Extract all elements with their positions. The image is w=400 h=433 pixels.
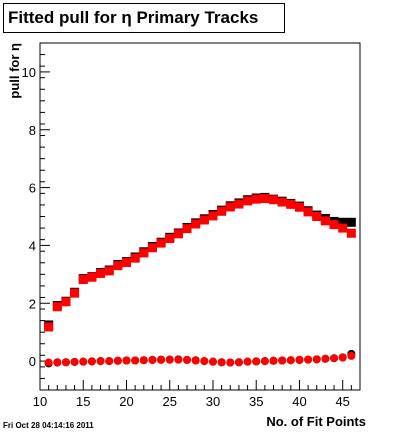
point-red-circle (278, 356, 287, 365)
x-tick-label: 10 (33, 394, 47, 409)
point-red-circle (200, 357, 209, 366)
x-tick-label: 35 (249, 394, 263, 409)
point-red-circle (61, 358, 70, 367)
data-points (44, 192, 356, 368)
point-red-square (156, 238, 166, 248)
y-tick-label: 4 (29, 238, 36, 253)
y-tick-label: 10 (22, 65, 36, 80)
point-red-square (173, 229, 183, 239)
title-before: Fitted pull for (8, 8, 122, 27)
point-red-square (294, 202, 304, 212)
point-red-square (44, 322, 54, 332)
point-red-circle (105, 357, 114, 366)
point-red-circle (70, 357, 79, 366)
point-red-circle (260, 357, 269, 366)
point-red-circle (157, 355, 166, 364)
point-red-circle (113, 356, 122, 365)
point-red-square (234, 199, 244, 209)
point-red-circle (269, 356, 278, 365)
x-tick-label: 40 (292, 394, 306, 409)
point-red-circle (252, 357, 261, 366)
title-eta-symbol: η (121, 8, 132, 27)
point-red-square (113, 261, 123, 271)
point-red-circle (44, 358, 53, 367)
x-axis-title: No. of Fit Points (266, 414, 366, 429)
point-red-circle (295, 355, 304, 364)
point-red-square (121, 257, 131, 267)
point-red-square (329, 220, 339, 230)
y-tick-label: 0 (29, 354, 36, 369)
point-red-circle (148, 355, 157, 364)
point-red-circle (96, 357, 105, 366)
point-red-square (303, 207, 313, 217)
point-red-circle (122, 356, 131, 365)
point-red-circle (304, 355, 313, 364)
point-red-circle (131, 356, 140, 365)
x-tick-label: 20 (119, 394, 133, 409)
timestamp-footer: Fri Oct 28 04:14:16 2011 (3, 421, 94, 430)
point-red-square (243, 196, 253, 206)
point-red-circle (139, 356, 148, 365)
point-red-square (78, 275, 88, 285)
point-black-square (338, 217, 348, 227)
point-red-square (346, 228, 356, 238)
point-red-circle (234, 358, 243, 367)
point-red-circle (312, 355, 321, 364)
y-axis-title: pull for η (7, 43, 22, 99)
point-red-square (217, 206, 227, 216)
title-after: Primary Tracks (131, 8, 259, 27)
point-red-square (312, 212, 322, 221)
point-red-circle (53, 358, 62, 367)
point-red-square (182, 224, 192, 234)
x-tick-label: 45 (335, 394, 349, 409)
point-red-circle (226, 358, 235, 367)
point-red-circle (330, 354, 339, 363)
point-red-square (104, 266, 114, 276)
point-red-square (286, 199, 296, 209)
point-red-square (225, 202, 235, 212)
point-red-square (269, 195, 279, 205)
point-red-square (320, 216, 330, 226)
point-red-circle (208, 357, 217, 366)
y-tick-label: 8 (29, 123, 36, 138)
point-red-square (260, 194, 270, 204)
point-red-square (277, 197, 287, 207)
point-red-circle (165, 355, 174, 364)
point-red-circle (183, 355, 192, 364)
chart-title: Fitted pull for η Primary Tracks (3, 3, 285, 33)
point-red-square (199, 215, 209, 225)
point-red-circle (174, 355, 183, 364)
point-red-circle (191, 356, 200, 365)
point-red-square (251, 194, 261, 204)
point-red-square (70, 288, 80, 298)
x-tick-label: 30 (206, 394, 220, 409)
point-red-circle (79, 357, 88, 366)
y-tick-label: 2 (29, 296, 36, 311)
y-tick-label: 6 (29, 181, 36, 196)
point-red-square (147, 243, 157, 253)
point-red-circle (321, 354, 330, 363)
point-black-square (346, 217, 356, 227)
x-tick-label: 25 (162, 394, 176, 409)
x-tick-label: 15 (76, 394, 90, 409)
point-red-square (165, 233, 175, 243)
point-red-square (61, 297, 71, 307)
point-red-square (130, 253, 140, 263)
point-red-square (139, 248, 149, 258)
point-red-square (87, 272, 97, 282)
point-red-circle (217, 358, 226, 367)
point-red-circle (347, 351, 356, 360)
point-red-square (338, 223, 348, 233)
point-red-square (52, 302, 62, 312)
point-red-square (191, 219, 201, 229)
axis-ticks: 10 15 20 25 30 35 40 45 0 2 4 6 8 10 (22, 42, 361, 409)
point-red-circle (286, 356, 295, 365)
point-red-circle (87, 357, 96, 366)
point-red-square (208, 211, 218, 221)
point-red-square (96, 268, 106, 278)
point-red-circle (338, 353, 347, 362)
point-red-circle (243, 357, 252, 366)
